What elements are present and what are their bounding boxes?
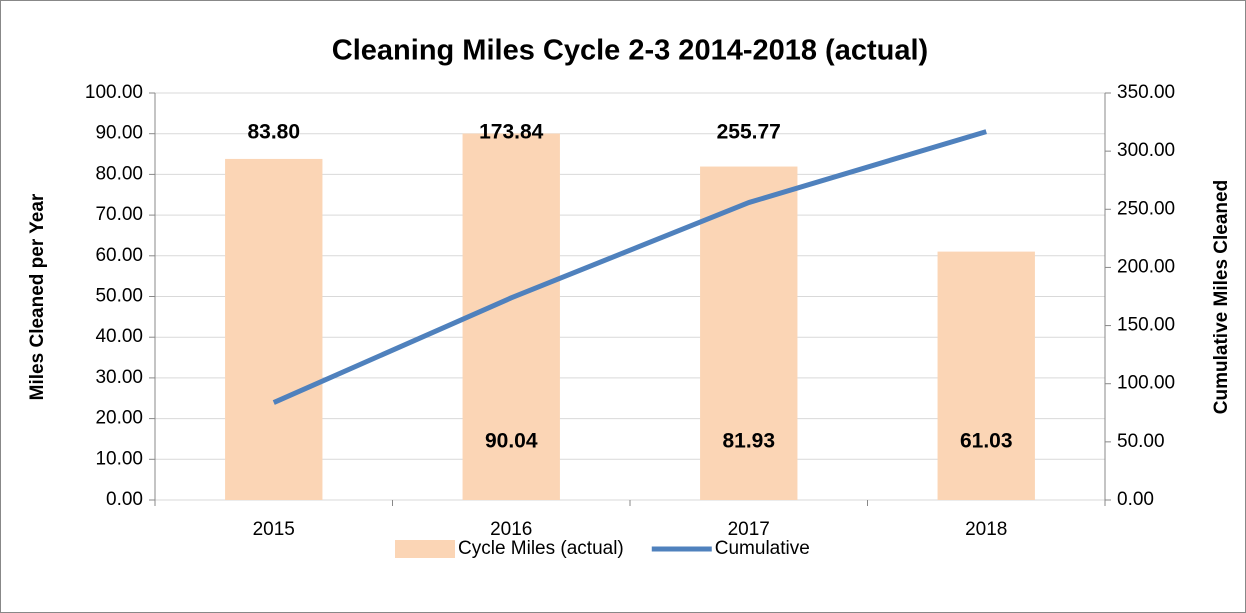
chart-title: Cleaning Miles Cycle 2-3 2014-2018 (actu…: [332, 35, 928, 67]
legend-label: Cycle Miles (actual): [458, 538, 624, 559]
data-label: 173.84: [479, 121, 544, 144]
legend-swatch: [395, 540, 455, 558]
y-tick-label: 90.00: [95, 123, 143, 144]
bar: [700, 166, 798, 500]
y-tick-label: 50.00: [95, 286, 143, 307]
data-label: 81.93: [722, 430, 775, 453]
y-tick-label: 80.00: [95, 163, 143, 184]
line: [272, 129, 987, 405]
bar: [937, 251, 1035, 500]
y-tick-label: 60.00: [95, 245, 143, 266]
bar: [462, 133, 560, 500]
y2-tick-label: 300.00: [1117, 140, 1175, 161]
y2-tick-label: 200.00: [1117, 256, 1175, 277]
y2-tick-label: 100.00: [1117, 373, 1175, 394]
y2-tick-label: 350.00: [1117, 82, 1175, 103]
y-tick-label: 70.00: [95, 204, 143, 225]
y-axis-title: Miles Cleaned per Year: [27, 193, 48, 400]
data-label: 83.80: [247, 121, 300, 144]
y2-tick-label: 250.00: [1117, 198, 1175, 219]
x-tick-label: 2018: [965, 519, 1007, 540]
y2-tick-label: 150.00: [1117, 315, 1175, 336]
y-tick-label: 20.00: [95, 408, 143, 429]
legend-label: Cumulative: [715, 538, 810, 559]
y-tick-label: 40.00: [95, 326, 143, 347]
data-label: 90.04: [485, 430, 538, 453]
y2-axis-title: Cumulative Miles Cleaned: [1211, 180, 1232, 414]
y-tick-label: 30.00: [95, 367, 143, 388]
x-tick-label: 2016: [490, 519, 532, 540]
y-tick-label: 0.00: [106, 489, 143, 510]
data-label: 61.03: [960, 430, 1013, 453]
bar: [225, 158, 323, 500]
y-tick-label: 10.00: [95, 448, 143, 469]
y-tick-label: 100.00: [85, 82, 143, 103]
y2-tick-label: 50.00: [1117, 431, 1165, 452]
x-tick-label: 2015: [253, 519, 295, 540]
y2-tick-label: 0.00: [1117, 489, 1154, 510]
data-label: 255.77: [717, 121, 781, 144]
x-tick-label: 2017: [728, 519, 770, 540]
